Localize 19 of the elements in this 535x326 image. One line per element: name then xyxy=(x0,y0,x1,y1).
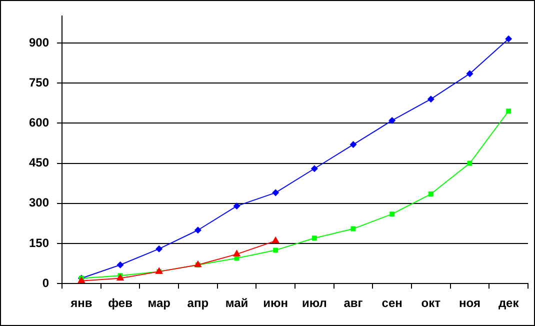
x-tick-label: авг xyxy=(344,296,363,310)
y-tick-label: 0 xyxy=(42,276,50,290)
y-tick-label: 300 xyxy=(28,196,50,210)
x-tick-label: апр xyxy=(187,296,209,310)
x-tick-label: фев xyxy=(108,296,132,310)
x-tick-label: ноя xyxy=(459,296,480,310)
x-tick-label: май xyxy=(225,296,248,310)
x-tick-label: июн xyxy=(263,296,288,310)
y-tick-label: 900 xyxy=(28,35,50,50)
x-tick-label: мар xyxy=(148,296,170,310)
y-tick-label: 450 xyxy=(28,156,50,170)
y-tick-label: 150 xyxy=(28,236,50,250)
x-tick-label: дек xyxy=(498,296,520,310)
y-tick-label: 750 xyxy=(28,75,50,90)
x-tick-label: сен xyxy=(382,296,402,310)
x-tick-label: янв xyxy=(70,296,92,310)
x-tick-label: окт xyxy=(421,296,441,310)
y-tick-label: 600 xyxy=(28,115,50,130)
x-tick-label: июл xyxy=(302,296,327,310)
